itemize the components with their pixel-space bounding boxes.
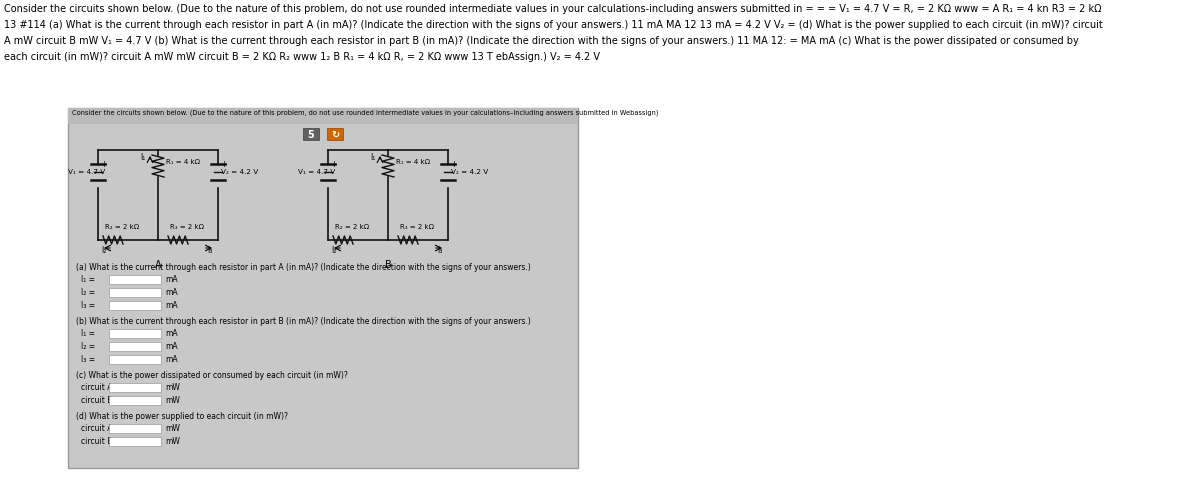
Text: V₁ = 4.7 V: V₁ = 4.7 V bbox=[298, 169, 335, 175]
Text: I₃ =: I₃ = bbox=[82, 301, 95, 310]
Text: (d) What is the power supplied to each circuit (in mW)?: (d) What is the power supplied to each c… bbox=[76, 412, 288, 421]
Text: mA: mA bbox=[166, 301, 178, 310]
Text: I₃: I₃ bbox=[437, 246, 443, 255]
Text: R₂ = 2 kΩ: R₂ = 2 kΩ bbox=[106, 224, 139, 230]
Text: Consider the circuits shown below. (Due to the nature of this problem, do not us: Consider the circuits shown below. (Due … bbox=[4, 4, 1102, 14]
Text: mW: mW bbox=[166, 437, 180, 446]
Text: A: A bbox=[155, 260, 161, 270]
Text: +: + bbox=[100, 160, 107, 169]
Text: R₂ = 2 kΩ: R₂ = 2 kΩ bbox=[335, 224, 370, 230]
Text: V₂ = 4.2 V: V₂ = 4.2 V bbox=[221, 169, 258, 175]
Text: Consider the circuits shown below. (Due to the nature of this problem, do not us: Consider the circuits shown below. (Due … bbox=[72, 110, 659, 117]
Text: +: + bbox=[450, 160, 457, 169]
Text: I₁ =: I₁ = bbox=[82, 329, 95, 338]
Text: R₁ = 4 kΩ: R₁ = 4 kΩ bbox=[166, 159, 200, 165]
Bar bbox=[68, 108, 578, 124]
Bar bbox=[109, 288, 161, 297]
Bar bbox=[109, 329, 161, 338]
Bar bbox=[109, 342, 161, 351]
Bar bbox=[109, 275, 161, 284]
Bar bbox=[109, 355, 161, 364]
Bar bbox=[109, 383, 161, 392]
Text: R₃ = 2 kΩ: R₃ = 2 kΩ bbox=[170, 224, 204, 230]
Text: mW: mW bbox=[166, 383, 180, 392]
Text: V₂ = 4.2 V: V₂ = 4.2 V bbox=[451, 169, 488, 175]
Text: +: + bbox=[220, 160, 227, 169]
Bar bbox=[109, 396, 161, 405]
Text: circuit A: circuit A bbox=[82, 383, 113, 392]
Bar bbox=[109, 301, 161, 310]
Text: 5: 5 bbox=[307, 130, 314, 140]
Text: (a) What is the current through each resistor in part A (in mA)? (Indicate the d: (a) What is the current through each res… bbox=[76, 263, 530, 272]
Text: each circuit (in mW)? circuit A mW mW circuit B = 2 KΩ R₂ www 1₂ B R₁ = 4 kΩ R, : each circuit (in mW)? circuit A mW mW ci… bbox=[4, 52, 600, 62]
Text: I₃ =: I₃ = bbox=[82, 355, 95, 364]
Text: I₃: I₃ bbox=[208, 246, 212, 255]
Text: I₁ =: I₁ = bbox=[82, 275, 95, 284]
Text: B: B bbox=[385, 260, 391, 270]
Text: mA: mA bbox=[166, 342, 178, 351]
Text: mA: mA bbox=[166, 275, 178, 284]
Text: mA: mA bbox=[166, 329, 178, 338]
Bar bbox=[109, 424, 161, 433]
Text: mA: mA bbox=[166, 355, 178, 364]
Text: I₂ =: I₂ = bbox=[82, 342, 95, 351]
Text: V₁ = 4.7 V: V₁ = 4.7 V bbox=[68, 169, 106, 175]
Text: I₂ =: I₂ = bbox=[82, 288, 95, 297]
Text: I₁: I₁ bbox=[370, 153, 376, 162]
Text: mA: mA bbox=[166, 288, 178, 297]
Text: circuit A: circuit A bbox=[82, 424, 113, 433]
Bar bbox=[326, 128, 343, 140]
Text: A mW circuit B mW V₁ = 4.7 V (b) What is the current through each resistor in pa: A mW circuit B mW V₁ = 4.7 V (b) What is… bbox=[4, 36, 1079, 46]
Text: I₂: I₂ bbox=[101, 246, 107, 255]
Bar bbox=[109, 437, 161, 446]
Text: I₁: I₁ bbox=[140, 153, 145, 162]
Text: circuit B: circuit B bbox=[82, 396, 113, 405]
Text: +: + bbox=[330, 160, 337, 169]
Bar bbox=[68, 108, 578, 468]
Text: I₂: I₂ bbox=[331, 246, 336, 255]
Text: mW: mW bbox=[166, 396, 180, 405]
Text: 13 #114 (a) What is the current through each resistor in part A (in mA)? (Indica: 13 #114 (a) What is the current through … bbox=[4, 20, 1103, 30]
Text: circuit B: circuit B bbox=[82, 437, 113, 446]
Text: (c) What is the power dissipated or consumed by each circuit (in mW)?: (c) What is the power dissipated or cons… bbox=[76, 371, 348, 380]
Text: ↻: ↻ bbox=[331, 130, 340, 140]
Text: R₁ = 4 kΩ: R₁ = 4 kΩ bbox=[396, 159, 430, 165]
Text: mW: mW bbox=[166, 424, 180, 433]
Text: (b) What is the current through each resistor in part B (in mA)? (Indicate the d: (b) What is the current through each res… bbox=[76, 317, 530, 326]
Text: R₃ = 2 kΩ: R₃ = 2 kΩ bbox=[400, 224, 434, 230]
Bar bbox=[302, 128, 319, 140]
